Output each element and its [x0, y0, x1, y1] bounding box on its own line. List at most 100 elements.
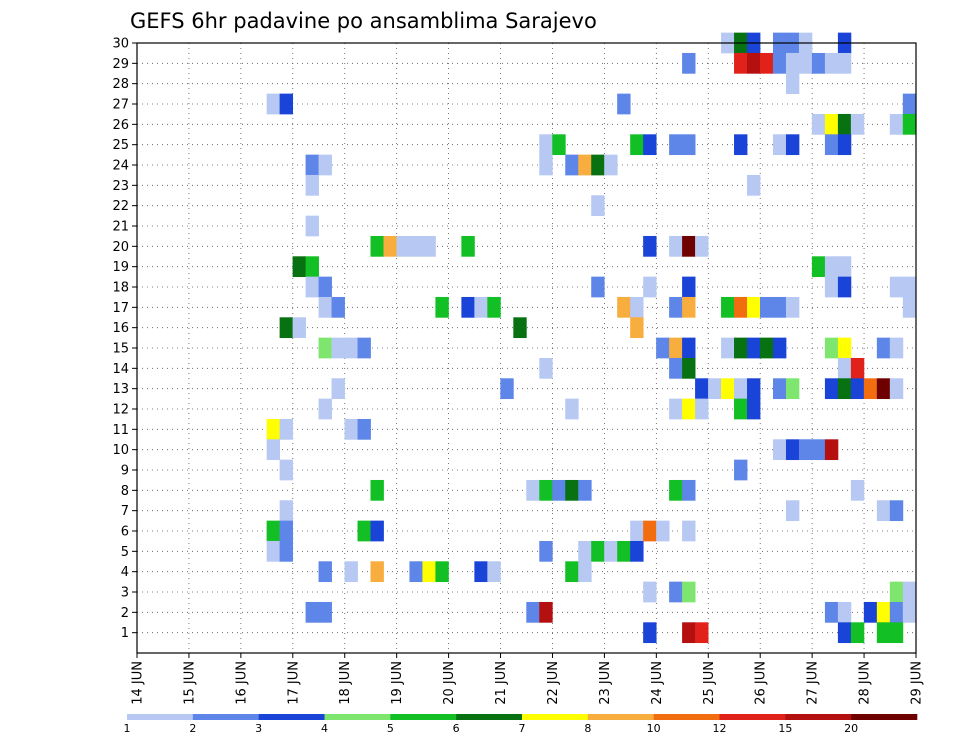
y-tick-label: 2	[121, 606, 129, 621]
legend-swatch	[324, 714, 391, 720]
legend-swatch	[785, 714, 852, 720]
x-tick-label: 28 JUN	[858, 661, 873, 705]
heatmap-cell	[837, 601, 852, 623]
heatmap-cell	[318, 601, 332, 623]
heatmap-cell	[487, 561, 501, 583]
heatmap-cell	[902, 601, 917, 623]
chart-title: GEFS 6hr padavine po ansamblima Sarajevo	[130, 9, 597, 33]
heatmap-cell	[824, 113, 839, 135]
heatmap-cell	[292, 317, 306, 339]
heatmap-cell	[682, 398, 696, 420]
heatmap-cell	[734, 459, 748, 481]
heatmap-cell	[824, 337, 839, 359]
heatmap-cell	[889, 500, 904, 522]
heatmap-cell	[643, 134, 657, 156]
heatmap-cell	[734, 337, 748, 359]
heatmap-cell	[669, 134, 683, 156]
heatmap-cell	[422, 235, 436, 257]
heatmap-cell	[604, 154, 618, 176]
heatmap-cell	[837, 134, 852, 156]
color-legend: 1 2 3 4 5 6 7 8 10 12 15 20	[124, 714, 918, 735]
heatmap-cell	[876, 622, 891, 644]
heatmap-cell	[266, 439, 281, 461]
heatmap-cell	[772, 378, 787, 400]
heatmap-cell	[591, 540, 605, 562]
heatmap-cell	[902, 113, 917, 135]
y-tick-label: 30	[112, 37, 129, 52]
heatmap-cell	[487, 296, 501, 318]
legend-label: 2	[189, 722, 196, 735]
heatmap-cell	[889, 276, 904, 298]
y-tick-label: 8	[121, 484, 129, 499]
heatmap-cell	[370, 561, 384, 583]
heatmap-cell	[617, 540, 631, 562]
heatmap-cell	[889, 337, 904, 359]
heatmap-cell	[837, 357, 852, 379]
legend-swatch	[390, 714, 457, 720]
y-tick-label: 27	[112, 98, 129, 113]
heatmap-cell	[837, 113, 852, 135]
x-tick-label: 20 JUN	[442, 661, 457, 705]
legend-label: 15	[778, 722, 792, 735]
heatmap-cell	[876, 500, 891, 522]
heatmap-cell	[305, 276, 319, 298]
heatmap-cell	[552, 479, 566, 501]
heatmap-cell	[682, 134, 696, 156]
heatmap-cell	[591, 276, 605, 298]
heatmap-cell	[578, 561, 592, 583]
heatmap-cell	[539, 479, 553, 501]
heatmap-cell	[850, 113, 865, 135]
heatmap-cell	[682, 52, 696, 74]
heatmap-cell	[318, 296, 332, 318]
heatmap-cell	[837, 52, 852, 74]
heatmap-cell	[747, 174, 761, 196]
heatmap-cell	[656, 520, 670, 542]
heatmap-cell	[798, 439, 813, 461]
y-tick-label: 29	[112, 57, 129, 72]
heatmap-cell	[370, 520, 384, 542]
heatmap-cell	[850, 357, 865, 379]
heatmap-cell	[669, 479, 683, 501]
heatmap-cell	[682, 479, 696, 501]
heatmap-cell	[902, 93, 917, 115]
heatmap-cell	[669, 337, 683, 359]
heatmap-cell	[422, 561, 436, 583]
heatmap-cell	[357, 520, 371, 542]
y-tick-label: 15	[112, 342, 129, 357]
heatmap-cell	[734, 398, 748, 420]
heatmap-cell	[266, 520, 281, 542]
heatmap-cell	[539, 154, 553, 176]
heatmap-cell	[682, 337, 696, 359]
heatmap-cell	[604, 540, 618, 562]
heatmap-cell	[565, 479, 579, 501]
legend-swatch	[456, 714, 523, 720]
heatmap-cell	[747, 398, 761, 420]
x-tick-label: 22 JUN	[546, 661, 561, 705]
heatmap-cell	[902, 581, 917, 603]
legend-label: 3	[255, 722, 262, 735]
legend-swatch	[851, 714, 918, 720]
heatmap-cell	[824, 134, 839, 156]
heatmap-cell	[721, 296, 735, 318]
y-tick-label: 1	[121, 626, 129, 641]
y-tick-label: 5	[121, 545, 129, 560]
y-tick-label: 23	[112, 179, 129, 194]
heatmap-cell	[785, 296, 800, 318]
heatmap-cell	[318, 154, 332, 176]
x-tick-label: 24 JUN	[650, 661, 665, 705]
heatmap-cell	[266, 418, 281, 440]
legend-swatch	[522, 714, 589, 720]
heatmap-cell	[643, 276, 657, 298]
heatmap-cell	[266, 540, 281, 562]
heatmap-cell	[643, 581, 657, 603]
heatmap-cell	[785, 500, 800, 522]
legend-swatch	[127, 714, 194, 720]
heatmap-cell	[747, 296, 761, 318]
legend-label: 7	[519, 722, 526, 735]
x-tick-label: 23 JUN	[598, 661, 613, 705]
y-tick-label: 6	[121, 525, 129, 540]
heatmap-cell	[279, 418, 293, 440]
heatmap-cell	[500, 378, 514, 400]
heatmap-cell	[318, 561, 332, 583]
x-tick-label: 29 JUN	[910, 661, 925, 705]
